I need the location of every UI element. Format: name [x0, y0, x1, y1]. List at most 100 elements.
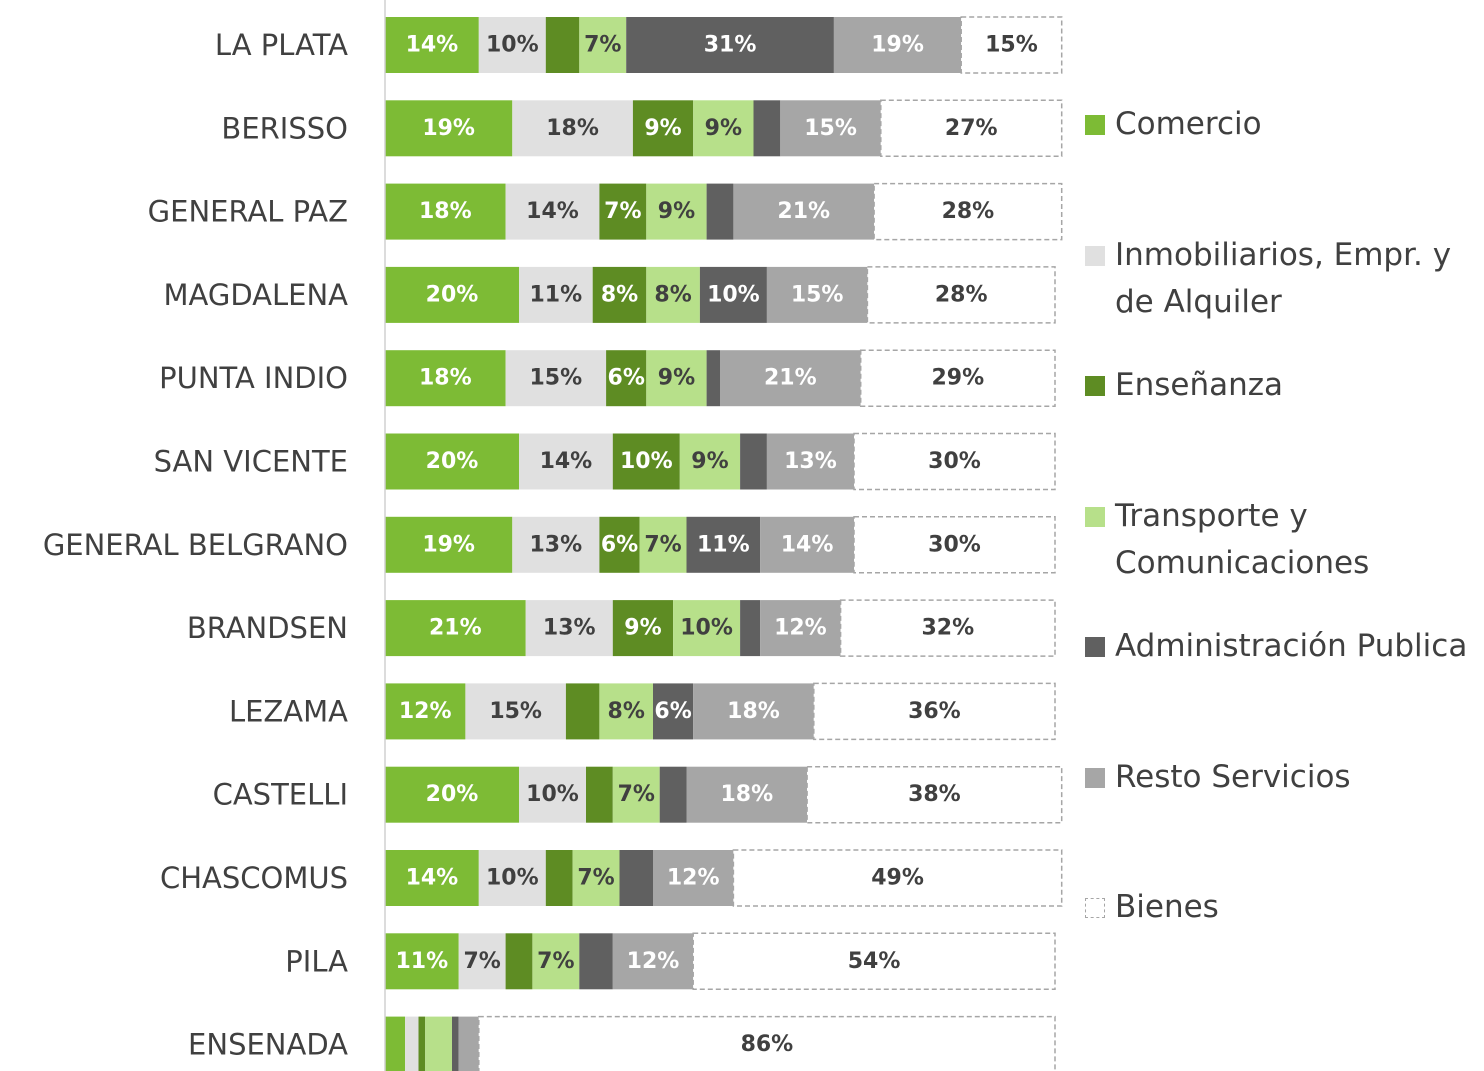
bar-segment: [458, 1016, 479, 1071]
bar-segment: [699, 266, 767, 323]
data-label: 13%: [530, 532, 583, 557]
category-label: CASTELLI: [213, 778, 348, 812]
bar-segment: [572, 850, 620, 906]
bar-segment: [525, 600, 613, 657]
data-label: 14%: [526, 199, 579, 224]
bar-segment: [606, 350, 647, 407]
bar-segment: [639, 516, 687, 573]
legend-label: Transporte y Comunicaciones: [1115, 497, 1370, 581]
data-label: 27%: [945, 116, 998, 141]
category-label: ENSENADA: [188, 1028, 348, 1062]
bar-segment: [565, 683, 600, 740]
bar-segment: [632, 100, 694, 157]
data-label: 54%: [848, 949, 901, 974]
bar-segment: [646, 183, 707, 240]
data-label: 20%: [426, 282, 479, 307]
category-label: MAGDALENA: [164, 278, 349, 312]
data-label: 36%: [908, 699, 961, 724]
data-label: 19%: [422, 116, 475, 141]
data-label: 31%: [704, 33, 757, 58]
data-label: 9%: [658, 366, 695, 391]
bar-segment: [418, 1016, 426, 1071]
legend-swatch: [1085, 767, 1105, 788]
data-label: 21%: [777, 199, 830, 224]
bar-segment: [385, 433, 519, 490]
bar-segment: [599, 516, 640, 573]
data-label: 18%: [546, 116, 599, 141]
legend-label: Comercio: [1115, 106, 1262, 142]
bar-segment: [612, 933, 694, 990]
data-label: 10%: [707, 282, 760, 307]
data-label: 86%: [741, 1032, 794, 1057]
data-label: 7%: [577, 866, 614, 891]
data-label: 20%: [426, 449, 479, 474]
data-label: 6%: [654, 699, 691, 724]
data-label: 10%: [486, 33, 539, 58]
legend-item: Inmobiliarios, Empr. y de Alquiler: [1085, 232, 1480, 326]
data-label: 14%: [540, 449, 593, 474]
bar-segment: [612, 600, 674, 657]
bar-segment: [626, 17, 834, 73]
data-label: 14%: [406, 866, 459, 891]
bar-segment: [692, 932, 1056, 991]
bar-segment: [740, 600, 761, 657]
bar-segment: [385, 100, 513, 157]
bar-segment: [545, 850, 573, 906]
data-label: 7%: [618, 782, 655, 807]
data-label: 15%: [804, 116, 857, 141]
data-label: 13%: [784, 449, 837, 474]
bar-segment: [732, 849, 1063, 907]
data-label: 7%: [604, 199, 641, 224]
bar-segment: [545, 17, 580, 73]
data-label: 12%: [667, 866, 720, 891]
bar-segment: [599, 683, 653, 740]
bar-segment: [385, 600, 526, 657]
bar-segment: [646, 266, 700, 323]
bar-segment: [385, 850, 479, 906]
data-label: 8%: [608, 699, 645, 724]
data-label: 10%: [486, 866, 539, 891]
data-label: 13%: [543, 616, 596, 641]
legend-label: Inmobiliarios, Empr. y de Alquiler: [1115, 236, 1452, 320]
category-label: BERISSO: [221, 111, 348, 145]
data-label: 11%: [396, 949, 449, 974]
data-label: 7%: [463, 949, 500, 974]
bar-segment: [679, 433, 741, 490]
bar-segment: [839, 599, 1056, 657]
bar-segment: [853, 516, 1056, 574]
legend-item: Administración Publica: [1085, 623, 1480, 670]
data-label: 6%: [601, 532, 638, 557]
bar-segment: [592, 266, 647, 323]
data-label: 19%: [871, 33, 924, 58]
data-label: 9%: [658, 199, 695, 224]
data-label: 12%: [774, 616, 827, 641]
bar-segment: [425, 1016, 452, 1071]
bar-segment: [866, 266, 1056, 324]
legend-swatch: [1085, 637, 1105, 657]
legend-item: Transporte y Comunicaciones: [1085, 493, 1480, 587]
data-label: 19%: [422, 532, 475, 557]
data-label: 11%: [530, 282, 583, 307]
bar-segment: [385, 683, 466, 740]
data-label: 10%: [620, 449, 673, 474]
category-label: LA PLATA: [215, 28, 348, 62]
bar-segment: [579, 933, 613, 990]
data-label: 8%: [654, 282, 691, 307]
bar-segment: [706, 183, 734, 240]
bar-segment: [512, 100, 633, 157]
data-label: 18%: [720, 782, 773, 807]
legend-swatch: [1085, 115, 1105, 135]
bar-segment: [766, 266, 868, 323]
bar-segment: [599, 183, 647, 240]
bar-segment: [619, 850, 653, 906]
bar-segment: [706, 350, 720, 407]
legend-item: Resto Servicios: [1085, 754, 1480, 801]
legend-label: Administración Publica: [1115, 628, 1468, 664]
data-label: 7%: [644, 532, 681, 557]
bar-segment: [686, 516, 761, 573]
legend-label: Bienes: [1115, 889, 1219, 925]
data-label: 10%: [680, 616, 733, 641]
category-label: BRANDSEN: [187, 611, 348, 645]
